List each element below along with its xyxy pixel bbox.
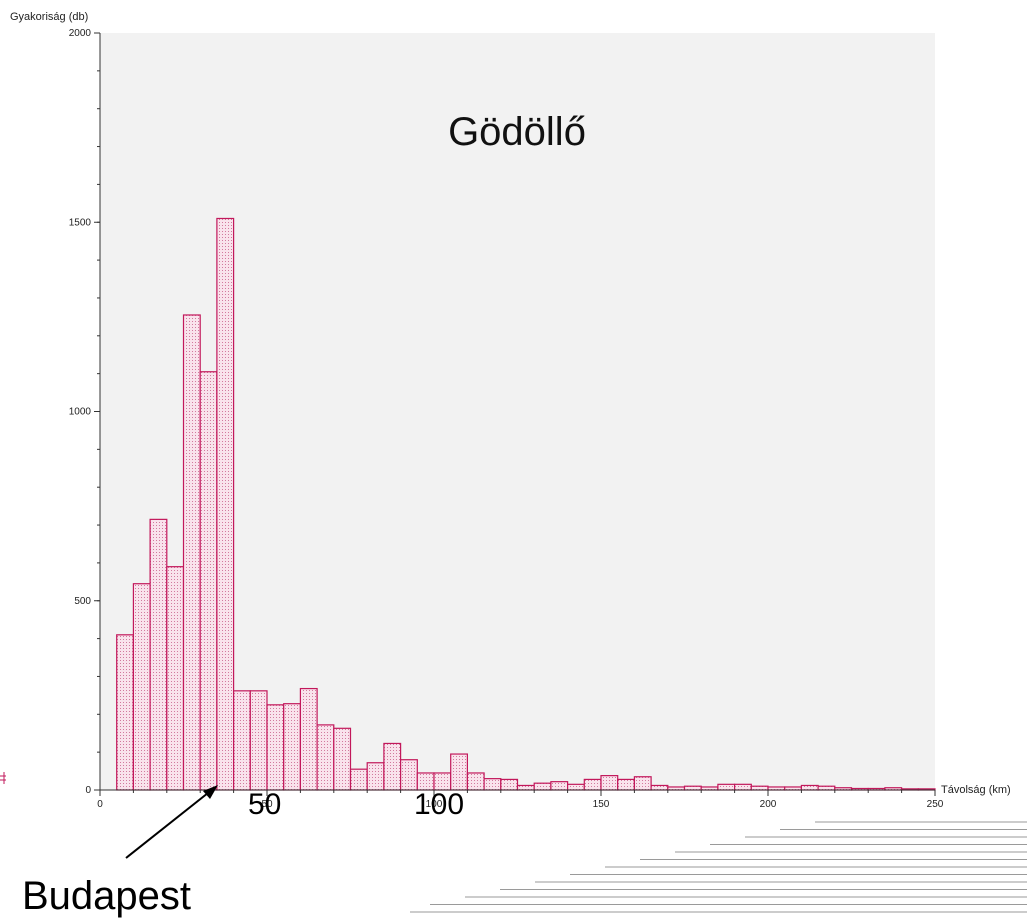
histogram-bar [166,566,185,791]
x-tick-label: 250 [927,799,944,810]
decorative-lines [410,821,1027,913]
histogram-bar [182,314,201,791]
histogram-bar [483,778,502,791]
x-axis-title: Távolság (km) [941,784,1011,796]
y-ticks: 0 500 1000 1500 2000 [69,28,100,796]
histogram-bar [817,785,836,791]
histogram-bar [566,783,585,791]
histogram-bar [266,704,285,791]
histogram-bar [383,742,402,791]
histogram-bar [650,784,669,791]
histogram-bar [116,634,134,791]
histogram-bar [633,776,652,791]
histogram-bar [366,762,385,791]
histogram-bar [132,583,151,791]
histogram-bar [617,778,636,791]
histogram-bar [400,759,418,791]
histogram-bar [750,785,769,791]
y-tick-label: 1500 [69,217,92,228]
x-ticks: 0 50 100 150 200 250 [97,790,944,810]
histogram-bar [283,703,302,791]
histogram-bar [683,785,702,791]
histogram-bar [349,768,368,791]
y-tick-label: 0 [85,785,91,796]
plot-area [100,33,935,790]
bars-group [116,217,936,791]
histogram-bar [533,782,552,791]
histogram-bar [500,778,519,791]
annotation-100: 100 [414,788,464,821]
histogram-bar [216,217,235,791]
y-tick-label: 500 [74,596,91,607]
annotation-50: 50 [248,788,281,821]
histogram-bar [516,784,535,791]
x-tick-label: 200 [760,799,777,810]
edge-fragment [0,772,6,784]
histogram-bar [733,783,752,791]
x-tick-label: 150 [593,799,610,810]
y-minor-ticks [97,32,100,791]
x-tick-label: 0 [97,799,103,810]
annotation-arrow [125,785,218,859]
histogram-bar [199,371,218,791]
histogram-bar [149,518,168,791]
histogram-bar [600,775,619,791]
histogram-bar [316,724,335,791]
histogram-bar [800,784,819,791]
histogram-bar [550,781,569,791]
histogram-bar [299,687,318,791]
y-tick-label: 1000 [69,407,92,418]
histogram-bar [333,727,352,791]
histogram-bar [233,690,251,791]
y-axis-title: Gyakoriság (db) [10,11,88,23]
y-tick-label: 2000 [69,28,92,39]
histogram-bar [583,778,602,791]
chart-title: Gödöllő [448,110,586,154]
histogram-bar [466,772,485,791]
x-tick-label: 100 [426,799,443,810]
histogram-bar [717,783,736,791]
x-tick-label: 50 [261,799,273,810]
histogram-bar [249,690,268,791]
histogram-bar [450,753,469,791]
annotation-budapest: Budapest [22,874,191,918]
